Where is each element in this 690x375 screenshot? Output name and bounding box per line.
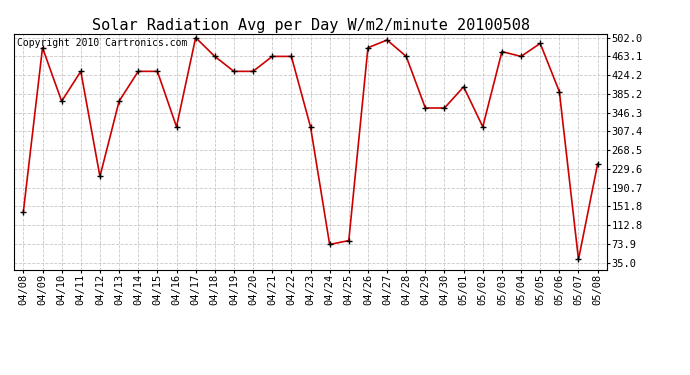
- Text: Copyright 2010 Cartronics.com: Copyright 2010 Cartronics.com: [17, 39, 187, 48]
- Title: Solar Radiation Avg per Day W/m2/minute 20100508: Solar Radiation Avg per Day W/m2/minute …: [92, 18, 529, 33]
